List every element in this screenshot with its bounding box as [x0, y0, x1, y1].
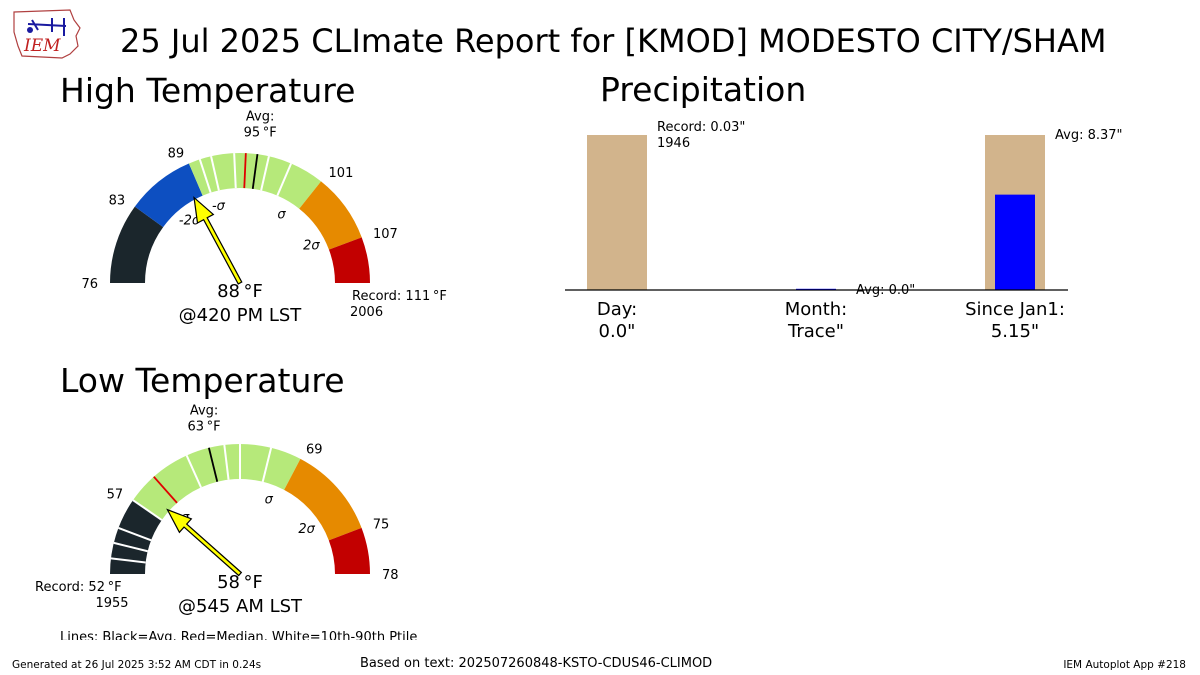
sigma-label: -2σ: [179, 214, 201, 229]
gauge-needle: [166, 508, 243, 577]
gauge-needle: [193, 196, 243, 285]
bar-annotation: Avg: 8.37": [1055, 128, 1123, 143]
percentile-line: [185, 455, 202, 488]
bar-annotation: Avg: 0.0": [856, 283, 915, 298]
record-label: Record: 52 °F: [35, 580, 122, 595]
percentile-line: [198, 159, 212, 193]
gauge-band-plus2sigma: [328, 237, 370, 283]
average-label: Avg:: [190, 403, 218, 418]
category-label: Month:: [785, 299, 847, 320]
bar-annotation: 1946: [657, 136, 690, 151]
record-year-label: 1955: [95, 596, 128, 611]
reference-bar: [587, 135, 647, 290]
record-year-label: 2006: [350, 305, 383, 320]
gauge-band-below: [110, 500, 162, 574]
percentile-line: [113, 541, 148, 553]
gauge-tick-label: 89: [168, 146, 185, 161]
gauge-tick-label: 83: [109, 194, 126, 209]
percentile-line: [261, 447, 273, 482]
logo-text: IEM: [23, 36, 61, 56]
gauge-title: High Temperature: [60, 71, 355, 110]
category-label: Since Jan1:: [965, 299, 1065, 320]
autoplot-app-id: IEM Autoplot App #218: [1063, 659, 1186, 671]
gauge-band-normal: [188, 153, 322, 209]
sigma-label: σ: [265, 492, 274, 507]
percentile-line: [132, 499, 163, 521]
page-title: 25 Jul 2025 CLImate Report for [KMOD] MO…: [120, 22, 1107, 60]
category-label: Day:: [597, 299, 637, 320]
average-value-label: 63 °F: [188, 419, 221, 434]
iowa-outline-icon: [13, 9, 81, 59]
median-line: [153, 476, 178, 504]
gauge-tick-label: 107: [373, 227, 398, 242]
average-line: [208, 447, 219, 482]
lines-legend-note: Lines: Black=Avg, Red=Median, White=10th…: [60, 630, 417, 640]
iem-logo: IEM: [8, 6, 84, 60]
gauge-band-plus1sigma: [299, 181, 362, 250]
gauge-tick-label: 57: [107, 487, 124, 502]
record-label: Record: 111 °F: [352, 289, 447, 304]
chart-title: Precipitation: [600, 70, 806, 109]
percentile-line: [276, 163, 293, 197]
median-line: [243, 153, 247, 189]
source-text-id: Based on text: 202507260848-KSTO-CDUS46-…: [360, 656, 713, 671]
average-line: [251, 154, 259, 189]
sigma-label: 2σ: [298, 522, 315, 537]
percentile-line: [110, 557, 146, 564]
observed-time-label: @545 AM LST: [178, 596, 303, 617]
sigma-label: σ: [277, 207, 286, 222]
bar-annotation: Record: 0.03": [657, 120, 745, 135]
category-value-label: Trace": [787, 321, 844, 342]
percentile-line: [210, 156, 220, 191]
sigma-label: 2σ: [303, 239, 320, 254]
gauge-band-plus1sigma: [284, 458, 362, 541]
gauge-tick-label: 101: [329, 166, 354, 181]
sigma-label: -σ: [212, 199, 226, 214]
precipitation-chart: Precipitation Day:0.0" Month:Trace" Since J…: [565, 70, 1123, 342]
observed-value-label: 58 °F: [217, 572, 263, 593]
gauge-tick-label: 76: [81, 277, 98, 292]
category-value-label: 5.15": [991, 321, 1039, 342]
gauge-band-below: [110, 206, 164, 283]
percentile-line: [233, 153, 237, 189]
observed-value-label: 88 °F: [217, 281, 263, 302]
generated-timestamp: Generated at 26 Jul 2025 3:52 AM CDT in …: [12, 659, 262, 671]
gauge-tick-label: 75: [373, 518, 390, 533]
gauge-band-minus2sigma: [134, 163, 203, 228]
percentile-line: [118, 526, 152, 542]
observed-time-label: @420 PM LST: [179, 305, 303, 326]
average-label: Avg:: [246, 109, 274, 124]
percentile-line: [260, 156, 270, 191]
gauge-band-plus2sigma: [328, 527, 370, 574]
category-value-label: 0.0": [599, 321, 636, 342]
gauge-title: Low Temperature: [60, 361, 345, 400]
percentile-line: [223, 444, 230, 480]
average-value-label: 95 °F: [244, 125, 277, 140]
gauge-tick-label: 69: [306, 442, 323, 457]
observed-bar: [995, 194, 1035, 290]
gauge-tick-label: 78: [382, 568, 399, 583]
